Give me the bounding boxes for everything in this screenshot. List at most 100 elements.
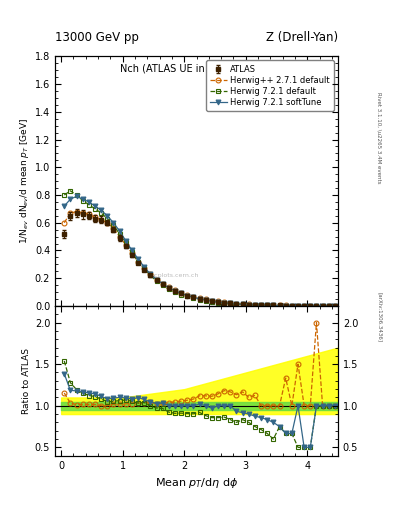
Herwig 7.2.1 softTune xyxy=(240,302,245,308)
Herwig 7.2.1 default xyxy=(68,188,73,194)
Herwig 7.2.1 default xyxy=(167,286,171,292)
Herwig++ 2.7.1 default xyxy=(173,287,177,293)
Herwig++ 2.7.1 default xyxy=(277,302,282,308)
Line: Herwig 7.2.1 default: Herwig 7.2.1 default xyxy=(62,188,337,308)
Herwig 7.2.1 default xyxy=(123,239,128,245)
Text: Z (Drell-Yan): Z (Drell-Yan) xyxy=(266,31,338,44)
Herwig 7.2.1 default xyxy=(185,293,190,300)
Herwig 7.2.1 default xyxy=(246,302,251,308)
Herwig 7.2.1 default xyxy=(105,216,110,222)
Line: Herwig 7.2.1 softTune: Herwig 7.2.1 softTune xyxy=(62,194,337,308)
Herwig 7.2.1 default xyxy=(142,265,147,271)
Herwig 7.2.1 softTune xyxy=(117,228,122,234)
Herwig++ 2.7.1 default xyxy=(283,302,288,308)
Text: mcplots.cern.ch: mcplots.cern.ch xyxy=(149,273,199,279)
Herwig 7.2.1 default xyxy=(93,206,97,212)
Herwig 7.2.1 softTune xyxy=(111,220,116,226)
Herwig 7.2.1 softTune xyxy=(234,301,239,307)
Herwig++ 2.7.1 default xyxy=(290,303,294,309)
Herwig 7.2.1 softTune xyxy=(80,196,85,202)
Herwig++ 2.7.1 default xyxy=(117,233,122,240)
Herwig 7.2.1 default xyxy=(209,298,214,305)
Herwig++ 2.7.1 default xyxy=(111,225,116,231)
Herwig 7.2.1 softTune xyxy=(136,255,140,262)
Herwig 7.2.1 softTune xyxy=(296,303,300,309)
Herwig++ 2.7.1 default xyxy=(314,303,319,309)
Herwig++ 2.7.1 default xyxy=(123,242,128,248)
Herwig++ 2.7.1 default xyxy=(234,301,239,307)
Herwig 7.2.1 softTune xyxy=(283,303,288,309)
Herwig 7.2.1 default xyxy=(80,198,85,204)
Herwig 7.2.1 default xyxy=(117,231,122,237)
Herwig++ 2.7.1 default xyxy=(197,295,202,301)
Herwig++ 2.7.1 default xyxy=(332,303,337,309)
Herwig 7.2.1 default xyxy=(197,296,202,303)
Herwig 7.2.1 softTune xyxy=(203,297,208,303)
Herwig++ 2.7.1 default xyxy=(185,292,190,298)
Herwig 7.2.1 default xyxy=(216,300,220,306)
Herwig++ 2.7.1 default xyxy=(191,293,196,300)
Herwig 7.2.1 softTune xyxy=(142,264,147,270)
Herwig 7.2.1 softTune xyxy=(271,302,276,308)
Herwig++ 2.7.1 default xyxy=(86,211,91,218)
Herwig++ 2.7.1 default xyxy=(222,299,226,305)
Herwig 7.2.1 default xyxy=(271,303,276,309)
Herwig 7.2.1 default xyxy=(148,272,153,279)
Herwig++ 2.7.1 default xyxy=(154,276,159,283)
Herwig++ 2.7.1 default xyxy=(302,303,307,309)
Herwig 7.2.1 default xyxy=(179,291,184,297)
Herwig 7.2.1 default xyxy=(130,249,134,255)
Herwig 7.2.1 softTune xyxy=(74,194,79,200)
Herwig 7.2.1 default xyxy=(277,303,282,309)
Herwig++ 2.7.1 default xyxy=(99,217,103,223)
Herwig 7.2.1 softTune xyxy=(160,281,165,287)
Herwig 7.2.1 default xyxy=(154,278,159,284)
Herwig 7.2.1 default xyxy=(283,303,288,309)
Herwig 7.2.1 default xyxy=(136,259,140,265)
Herwig 7.2.1 softTune xyxy=(197,296,202,302)
Herwig++ 2.7.1 default xyxy=(105,220,110,226)
Legend: ATLAS, Herwig++ 2.7.1 default, Herwig 7.2.1 default, Herwig 7.2.1 softTune: ATLAS, Herwig++ 2.7.1 default, Herwig 7.… xyxy=(206,60,334,111)
Herwig++ 2.7.1 default xyxy=(167,284,171,290)
Herwig++ 2.7.1 default xyxy=(209,297,214,304)
Herwig 7.2.1 default xyxy=(290,303,294,309)
Herwig++ 2.7.1 default xyxy=(179,290,184,296)
Herwig++ 2.7.1 default xyxy=(296,303,300,309)
Herwig 7.2.1 default xyxy=(240,302,245,308)
Herwig++ 2.7.1 default xyxy=(320,303,325,309)
Herwig 7.2.1 softTune xyxy=(99,207,103,214)
Herwig 7.2.1 softTune xyxy=(308,303,313,309)
Herwig 7.2.1 default xyxy=(265,302,270,308)
Herwig 7.2.1 softTune xyxy=(185,292,190,298)
Herwig++ 2.7.1 default xyxy=(62,220,66,226)
Herwig 7.2.1 default xyxy=(253,302,257,308)
Herwig 7.2.1 default xyxy=(302,303,307,309)
Herwig 7.2.1 softTune xyxy=(148,271,153,277)
Line: Herwig++ 2.7.1 default: Herwig++ 2.7.1 default xyxy=(62,209,337,308)
Herwig 7.2.1 softTune xyxy=(62,203,66,209)
Herwig 7.2.1 softTune xyxy=(167,285,171,291)
Herwig 7.2.1 softTune xyxy=(332,303,337,309)
Text: Rivet 3.1.10, \u2265 3.4M events: Rivet 3.1.10, \u2265 3.4M events xyxy=(377,93,382,184)
Herwig++ 2.7.1 default xyxy=(240,301,245,307)
Herwig 7.2.1 softTune xyxy=(265,302,270,308)
Herwig 7.2.1 softTune xyxy=(314,303,319,309)
Herwig 7.2.1 softTune xyxy=(86,199,91,205)
Herwig 7.2.1 default xyxy=(111,222,116,228)
Herwig 7.2.1 default xyxy=(259,302,263,308)
Herwig 7.2.1 default xyxy=(160,282,165,288)
Herwig 7.2.1 softTune xyxy=(302,303,307,309)
Herwig++ 2.7.1 default xyxy=(308,303,313,309)
Herwig 7.2.1 softTune xyxy=(130,247,134,253)
X-axis label: Mean $p_T$/d$\eta$ d$\phi$: Mean $p_T$/d$\eta$ d$\phi$ xyxy=(155,476,238,490)
Herwig++ 2.7.1 default xyxy=(80,210,85,216)
Text: [arXiv:1306.3436]: [arXiv:1306.3436] xyxy=(377,292,382,343)
Herwig 7.2.1 softTune xyxy=(68,196,73,202)
Herwig++ 2.7.1 default xyxy=(246,302,251,308)
Herwig 7.2.1 softTune xyxy=(222,300,226,306)
Text: Nch (ATLAS UE in Z production): Nch (ATLAS UE in Z production) xyxy=(119,64,274,74)
Herwig 7.2.1 default xyxy=(320,303,325,309)
Y-axis label: 1/N$_{ev}$ dN$_{ev}$/d mean $p_{T}$ [GeV]: 1/N$_{ev}$ dN$_{ev}$/d mean $p_{T}$ [GeV… xyxy=(18,118,31,244)
Herwig 7.2.1 softTune xyxy=(123,238,128,244)
Herwig 7.2.1 default xyxy=(228,301,233,307)
